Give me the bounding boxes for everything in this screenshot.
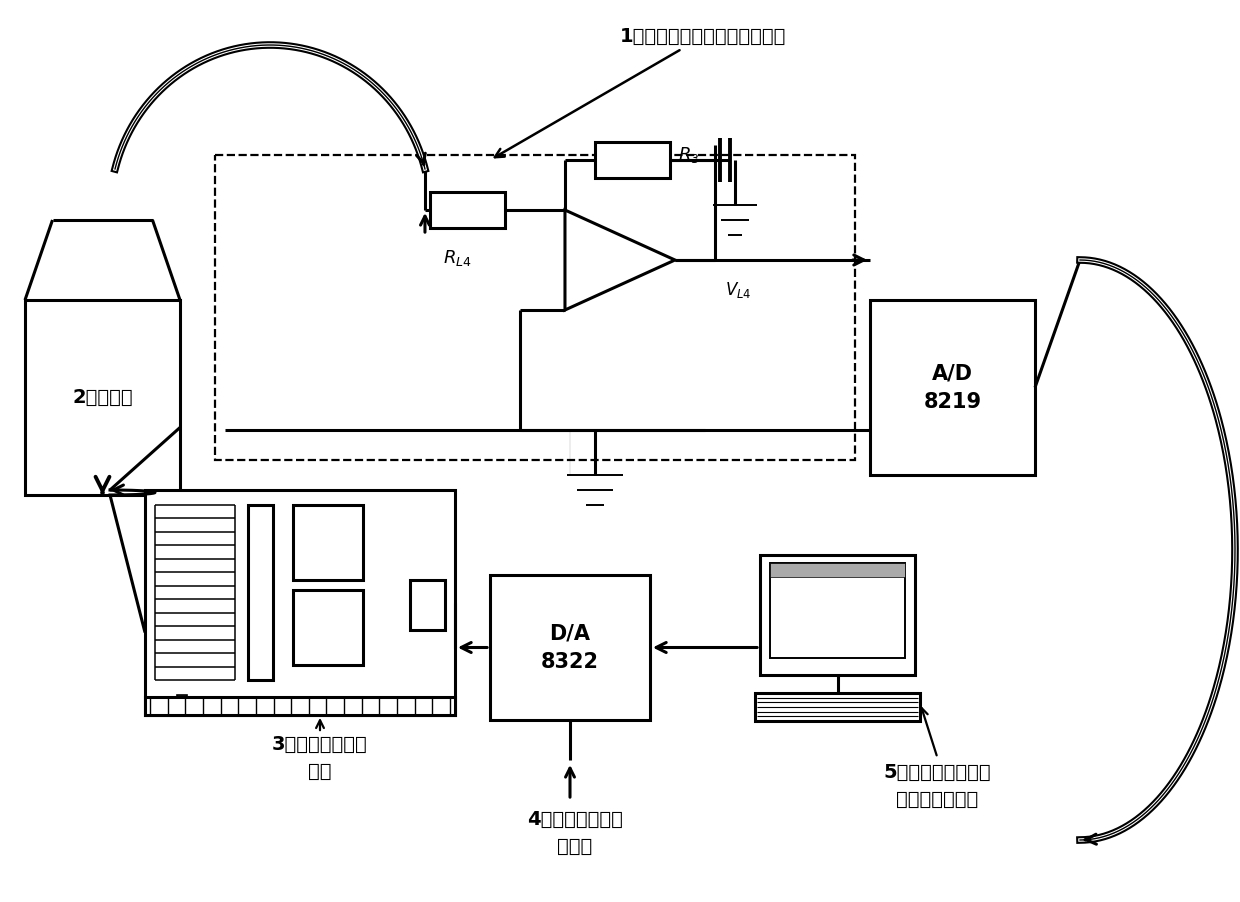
Text: $R_3$: $R_3$	[678, 145, 699, 165]
Bar	[410, 580, 445, 630]
Bar	[145, 697, 455, 715]
Bar	[770, 563, 905, 577]
Bar	[430, 192, 505, 228]
Bar	[490, 575, 650, 720]
Text: $R_{L4}$: $R_{L4}$	[443, 248, 472, 268]
Bar	[595, 142, 670, 178]
Bar	[760, 555, 915, 675]
Text: 3、动态配气扫气
装置: 3、动态配气扫气 装置	[272, 735, 368, 780]
Text: 2、测试腔: 2、测试腔	[72, 388, 133, 407]
Text: $V_{L4}$: $V_{L4}$	[725, 280, 751, 300]
Bar	[177, 695, 187, 705]
Bar	[293, 505, 363, 580]
Bar	[25, 300, 180, 495]
Bar	[248, 505, 273, 680]
Bar	[145, 490, 455, 715]
Text: 1、基于传感器阵列的检测电路: 1、基于传感器阵列的检测电路	[495, 27, 786, 157]
Text: D/A
8322: D/A 8322	[541, 623, 599, 671]
Text: A/D
8219: A/D 8219	[924, 364, 982, 411]
Bar	[755, 693, 920, 721]
Text: 4、信号采集及处
理电路: 4、信号采集及处 理电路	[527, 810, 622, 855]
Bar	[293, 590, 363, 665]
Bar	[770, 563, 905, 658]
Bar	[870, 300, 1035, 475]
Bar	[215, 155, 856, 460]
Text: 5、测试系统上位机
控制及分析软件: 5、测试系统上位机 控制及分析软件	[884, 763, 991, 808]
